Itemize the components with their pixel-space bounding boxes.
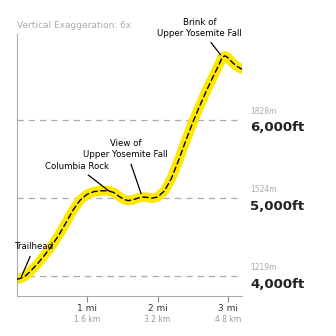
Text: View of
Upper Yosemite Fall: View of Upper Yosemite Fall [83, 139, 168, 194]
Text: 1.6 km: 1.6 km [74, 315, 100, 324]
Text: 1828m: 1828m [250, 107, 277, 116]
Text: 1 mi: 1 mi [77, 304, 97, 313]
Text: 3 mi: 3 mi [218, 304, 238, 313]
Text: 3.2 km: 3.2 km [144, 315, 171, 324]
Text: Trailhead: Trailhead [15, 242, 54, 277]
Text: 6,000ft: 6,000ft [250, 121, 304, 134]
Text: 4.8 km: 4.8 km [215, 315, 241, 324]
Text: 5,000ft: 5,000ft [250, 200, 304, 213]
Text: 1524m: 1524m [250, 185, 277, 194]
Text: 1219m: 1219m [250, 263, 277, 272]
Text: Brink of
Upper Yosemite Fall: Brink of Upper Yosemite Fall [157, 18, 242, 55]
Text: 2 mi: 2 mi [148, 304, 167, 313]
Text: Columbia Rock: Columbia Rock [45, 162, 110, 192]
Text: Vertical Exaggeration: 6x: Vertical Exaggeration: 6x [17, 21, 131, 30]
Text: 4,000ft: 4,000ft [250, 278, 304, 291]
